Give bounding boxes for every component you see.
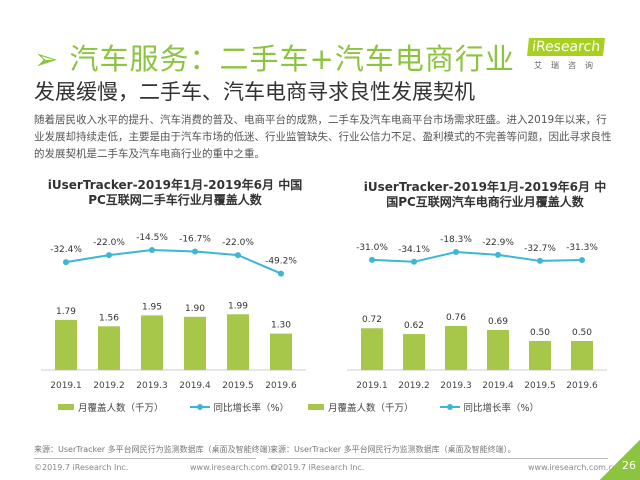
copyright-1: ©2019.7 iResearch Inc. [34,463,129,472]
bar [571,341,593,370]
line-point [453,249,459,255]
line-point [278,270,284,277]
line-label: -32.4% [50,245,82,255]
x-tick-label: 2019.1 [50,381,82,391]
source-1: 来源：UserTracker 多平台网民行为监测数据库（桌面及智能终端）。 [34,445,280,454]
x-tick-label: 2019.4 [179,381,211,391]
legend-line-swatch [439,404,460,410]
x-tick-label: 2019.4 [482,381,514,391]
bar-label: 0.76 [446,313,466,323]
line-point [411,258,417,265]
bar-label: 1.56 [99,313,119,323]
bar [361,328,383,370]
line-label: -16.7% [179,234,211,244]
bar [270,333,292,370]
bar [55,319,77,370]
line-label: -49.2% [265,257,297,267]
page-number: 26 [622,459,636,472]
bar [487,329,509,370]
line-point [63,259,69,266]
x-tick-label: 2019.3 [440,381,472,391]
bar [529,341,551,370]
x-tick-label: 2019.6 [265,381,297,391]
legend-bar-swatch [58,404,74,410]
legend-bar-swatch [308,404,324,410]
chart-2-title: iUserTracker-2019年1月-2019年6月 中国PC互联网汽车电商… [363,180,607,209]
url-2[interactable]: www.iresearch.com.cn [528,463,618,472]
iresearch-logo: iResearch 艾瑞咨询 [527,36,614,71]
bar-label: 0.72 [362,315,382,325]
growth-line [371,250,583,263]
x-tick-label: 2019.2 [398,381,430,391]
source-2: 来源：UserTracker 多平台网民行为监测数据库（桌面及智能终端）。 [270,445,516,454]
line-point [369,256,375,263]
bar-label: 1.79 [56,307,76,317]
page-title: ➢ 汽车服务：二手车+汽车电商行业 [34,42,515,76]
bar-label: 1.90 [185,304,205,314]
bar [141,315,163,370]
bar [403,334,425,370]
line-label: -31.3% [566,243,598,253]
line-label: -22.0% [222,238,254,248]
bar-label: 1.95 [142,302,162,312]
legend-2: 月覆盖人数（千万） 同比增长率（%） [308,400,539,414]
bar [445,325,467,370]
x-tick-label: 2019.3 [136,381,168,391]
bar [184,316,206,370]
x-tick-label: 2019.5 [524,381,556,391]
line-point [192,248,198,255]
line-label: -22.9% [482,238,514,248]
bar [227,314,249,370]
bar [98,326,120,370]
line-label: -34.1% [398,245,430,255]
bar-label: 0.50 [572,328,592,338]
legend-line-swatch [189,404,210,410]
bar-label: 1.99 [228,301,248,311]
bar-label: 1.30 [271,321,291,331]
line-label: -22.0% [93,238,125,248]
bar-label: 0.50 [530,328,550,338]
line-label: -14.5% [136,233,168,243]
line-point [235,252,241,259]
copyright-2: ©2019.7 iResearch Inc. [270,463,365,472]
x-tick-label: 2019.6 [566,381,598,391]
line-point [579,257,585,264]
page-subtitle: 发展缓慢，二手车、汽车电商寻求良性发展契机 [34,80,475,104]
line-label: -18.3% [440,235,472,245]
url-1[interactable]: www.iresearch.com.cn [190,463,280,472]
line-point [495,251,501,258]
divider [268,458,608,459]
line-point [106,252,112,259]
x-tick-label: 2019.5 [222,381,254,391]
bar-label: 0.62 [404,321,424,331]
x-tick-label: 2019.2 [93,381,125,391]
growth-line [65,248,282,275]
divider [34,458,256,459]
corner-decoration [600,440,640,480]
line-label: -32.7% [524,244,556,254]
line-point [149,247,155,253]
line-point [537,257,543,264]
intro-text: 随着居民收入水平的提升、汽车消费的普及、电商平台的成熟，二手车及汽车电商平台市场… [34,114,612,160]
bar-label: 0.69 [488,317,508,327]
chart-1-title: iUserTracker-2019年1月-2019年6月 中国PC互联网二手车行… [47,178,303,207]
x-tick-label: 2019.1 [356,381,388,391]
line-label: -31.0% [356,243,388,253]
legend-1: 月覆盖人数（千万） 同比增长率（%） [58,400,289,414]
